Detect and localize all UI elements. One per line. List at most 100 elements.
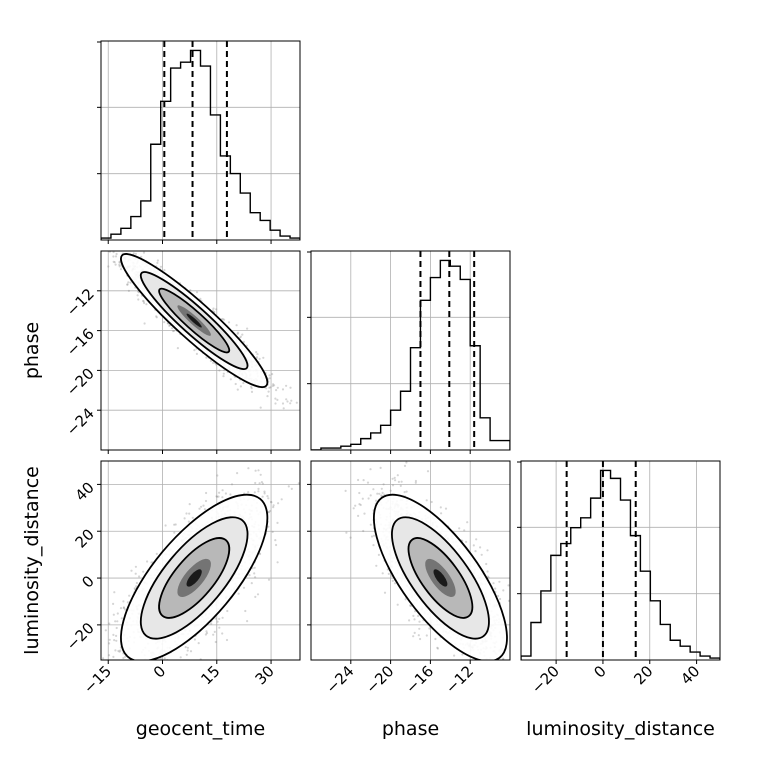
- sample-point: [145, 303, 148, 306]
- sample-point: [120, 617, 123, 620]
- sample-point: [112, 255, 115, 258]
- sample-point: [142, 300, 145, 303]
- sample-point: [256, 353, 259, 356]
- sample-point: [136, 294, 139, 297]
- sample-point: [263, 490, 266, 493]
- sample-point: [221, 317, 224, 321]
- sample-point: [273, 384, 276, 387]
- sample-point: [265, 387, 268, 390]
- sample-point: [195, 352, 198, 355]
- y-tick-label: −16: [63, 325, 98, 360]
- sample-point: [191, 516, 194, 519]
- sample-point: [222, 375, 225, 378]
- sample-point: [247, 467, 250, 470]
- sample-point: [195, 291, 199, 294]
- sample-point: [143, 662, 145, 664]
- sample-point: [212, 361, 215, 364]
- sample-point: [295, 401, 298, 404]
- sample-point: [205, 632, 209, 635]
- sample-point: [199, 297, 202, 300]
- sample-point: [119, 268, 123, 271]
- sample-point: [115, 252, 118, 256]
- sample-point: [129, 675, 131, 677]
- sample-point: [129, 281, 132, 284]
- sample-point: [112, 633, 115, 637]
- sample-point: [155, 316, 158, 319]
- sample-point: [114, 700, 116, 702]
- sample-point: [163, 321, 166, 324]
- sample-point: [97, 614, 99, 616]
- sample-point: [229, 493, 232, 496]
- sample-point: [255, 351, 258, 354]
- sample-point: [128, 594, 131, 597]
- sample-point: [185, 512, 188, 515]
- sample-point: [254, 576, 257, 579]
- sample-point: [205, 630, 208, 633]
- sample-point: [140, 255, 143, 258]
- sample-point: [259, 552, 262, 556]
- sample-point: [143, 322, 146, 325]
- sample-point: [176, 347, 179, 350]
- sample-point: [193, 349, 196, 352]
- sample-point: [171, 327, 174, 330]
- sample-point: [130, 672, 132, 674]
- sample-point: [108, 642, 111, 645]
- sample-point: [203, 508, 206, 511]
- sample-point: [159, 265, 163, 268]
- sample-point: [127, 676, 129, 678]
- sample-point: [209, 359, 212, 363]
- sample-point: [93, 232, 95, 234]
- sample-point: [216, 474, 219, 477]
- sample-point: [225, 638, 229, 642]
- sample-point: [174, 523, 177, 526]
- sample-point: [93, 658, 95, 660]
- sample-point: [124, 655, 127, 658]
- sample-point: [183, 517, 186, 520]
- scatter-geocent_time-phase: [64, 205, 298, 410]
- sample-point: [188, 512, 191, 515]
- sample-point: [118, 263, 121, 266]
- sample-point: [239, 385, 242, 388]
- sample-point: [275, 389, 278, 392]
- grid: [107, 41, 272, 240]
- sample-point: [167, 666, 169, 668]
- sample-point: [239, 335, 242, 338]
- sample-point: [124, 244, 126, 246]
- sample-point: [213, 630, 216, 634]
- sample-point: [122, 656, 125, 660]
- sample-point: [250, 390, 254, 393]
- y-tick-label: −20: [63, 365, 98, 400]
- sample-point: [297, 482, 300, 485]
- sample-point: [217, 495, 220, 498]
- sample-point: [123, 248, 125, 250]
- sample-point: [126, 601, 129, 604]
- sample-point: [274, 539, 277, 542]
- y-tick-label: −24: [63, 404, 98, 439]
- sample-point: [117, 249, 119, 251]
- sample-point: [267, 525, 270, 528]
- sample-point: [137, 298, 140, 301]
- sample-point: [110, 695, 112, 697]
- sample-point: [214, 617, 217, 620]
- sample-point: [271, 373, 274, 376]
- sample-point: [268, 377, 271, 380]
- sample-point: [64, 205, 66, 207]
- sample-point: [259, 473, 262, 476]
- sample-point: [277, 502, 280, 505]
- sample-point: [115, 634, 118, 638]
- sample-point: [268, 386, 271, 389]
- sample-point: [250, 582, 253, 585]
- sample-point: [181, 666, 183, 668]
- sample-point: [276, 398, 279, 401]
- sample-point: [224, 492, 227, 495]
- sample-point: [269, 509, 272, 513]
- sample-point: [185, 653, 188, 656]
- sample-point: [254, 481, 257, 485]
- histogram-geocent_time: [101, 49, 300, 240]
- sample-point: [155, 552, 158, 556]
- sample-point: [119, 662, 121, 664]
- sample-point: [234, 382, 237, 386]
- sample-point: [276, 521, 279, 525]
- sample-point: [118, 260, 121, 263]
- sample-point: [266, 395, 269, 398]
